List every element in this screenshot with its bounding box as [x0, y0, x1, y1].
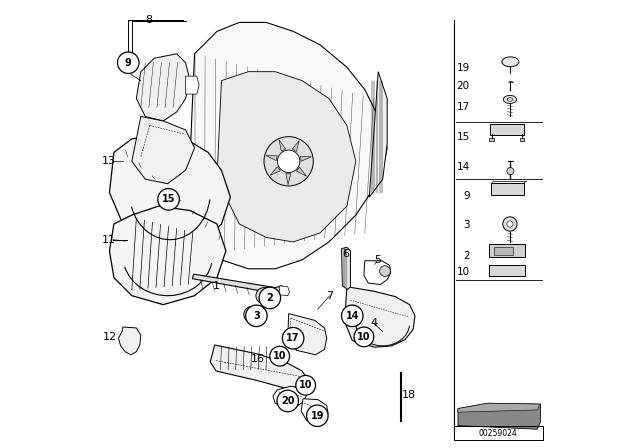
Polygon shape [132, 116, 195, 184]
Text: 20: 20 [281, 396, 294, 406]
Text: 5: 5 [374, 255, 381, 265]
Circle shape [259, 287, 280, 309]
Text: 19: 19 [456, 63, 470, 73]
FancyBboxPatch shape [491, 183, 524, 195]
Ellipse shape [502, 57, 519, 67]
Text: 3: 3 [253, 311, 260, 321]
Polygon shape [342, 247, 351, 289]
Text: 2: 2 [463, 251, 470, 261]
Polygon shape [520, 138, 524, 141]
FancyBboxPatch shape [490, 124, 524, 135]
FancyBboxPatch shape [489, 265, 525, 276]
Ellipse shape [503, 95, 516, 103]
Text: 13: 13 [102, 156, 116, 166]
Text: 10: 10 [299, 380, 312, 390]
Polygon shape [186, 22, 387, 269]
Text: 10: 10 [456, 267, 470, 277]
Polygon shape [109, 206, 226, 305]
Polygon shape [192, 274, 284, 293]
Circle shape [244, 306, 260, 323]
Polygon shape [364, 261, 391, 284]
Polygon shape [136, 54, 190, 121]
Text: 2: 2 [266, 293, 273, 303]
Text: 19: 19 [310, 411, 324, 421]
Text: 00259024: 00259024 [479, 429, 518, 438]
Polygon shape [296, 167, 307, 176]
Text: 18: 18 [402, 390, 416, 400]
Polygon shape [273, 386, 307, 408]
Polygon shape [490, 138, 494, 141]
Text: 16: 16 [251, 354, 265, 364]
Polygon shape [300, 156, 312, 161]
Text: 6: 6 [342, 250, 349, 259]
Text: 3: 3 [463, 220, 470, 230]
Text: 12: 12 [102, 332, 116, 342]
Text: 14: 14 [456, 162, 470, 172]
Circle shape [118, 52, 139, 73]
Polygon shape [266, 155, 277, 161]
FancyBboxPatch shape [489, 244, 525, 257]
Circle shape [282, 327, 304, 349]
Text: 17: 17 [286, 333, 300, 343]
Circle shape [264, 137, 314, 186]
Polygon shape [301, 399, 328, 423]
Text: 11: 11 [102, 235, 116, 245]
Text: 20: 20 [456, 81, 470, 91]
Polygon shape [279, 140, 286, 151]
Polygon shape [345, 287, 415, 347]
Text: 8: 8 [145, 15, 152, 25]
Circle shape [307, 405, 328, 426]
Polygon shape [210, 345, 306, 390]
Text: 10: 10 [357, 332, 371, 342]
Text: 9: 9 [463, 191, 470, 201]
Polygon shape [458, 403, 540, 412]
Circle shape [354, 327, 374, 347]
Circle shape [507, 168, 514, 175]
Circle shape [507, 221, 513, 227]
Circle shape [246, 305, 267, 327]
Circle shape [342, 305, 363, 327]
Polygon shape [286, 173, 291, 185]
FancyBboxPatch shape [494, 247, 513, 255]
Text: 15: 15 [162, 194, 175, 204]
Circle shape [278, 150, 300, 172]
Circle shape [256, 288, 272, 304]
Text: 14: 14 [346, 311, 359, 321]
Text: 17: 17 [456, 102, 470, 112]
Polygon shape [270, 167, 280, 175]
Text: 9: 9 [125, 58, 132, 68]
Polygon shape [292, 141, 300, 151]
Polygon shape [458, 403, 540, 429]
Text: 4: 4 [370, 319, 378, 328]
Text: 15: 15 [456, 132, 470, 142]
Circle shape [380, 266, 390, 276]
Polygon shape [118, 327, 141, 355]
Text: 7: 7 [326, 291, 333, 301]
Polygon shape [217, 72, 356, 242]
Circle shape [296, 375, 316, 395]
Circle shape [277, 390, 298, 412]
Text: 10: 10 [273, 351, 287, 361]
Text: 1: 1 [212, 281, 220, 291]
Circle shape [270, 346, 289, 366]
Circle shape [503, 217, 517, 231]
Polygon shape [109, 134, 230, 251]
Polygon shape [288, 314, 327, 355]
Polygon shape [186, 76, 199, 94]
Circle shape [158, 189, 179, 210]
Polygon shape [369, 72, 387, 197]
Polygon shape [280, 286, 289, 296]
